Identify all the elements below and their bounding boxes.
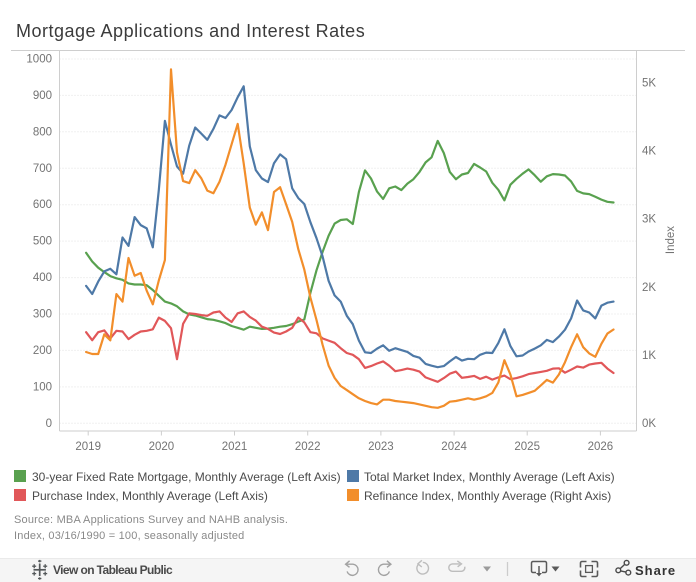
svg-text:2025: 2025 [514,441,540,453]
svg-text:600: 600 [33,199,52,211]
svg-text:1K: 1K [642,350,656,362]
svg-text:Index: Index [665,226,677,254]
svg-text:500: 500 [33,236,52,248]
svg-text:400: 400 [33,272,52,284]
svg-text:5K: 5K [642,78,656,90]
svg-text:2019: 2019 [75,441,101,453]
svg-text:2022: 2022 [295,441,321,453]
svg-text:2021: 2021 [222,441,248,453]
svg-text:2024: 2024 [441,441,467,453]
svg-text:0K: 0K [642,418,656,430]
svg-text:800: 800 [33,126,52,138]
svg-text:3K: 3K [642,214,656,226]
svg-text:2023: 2023 [368,441,394,453]
svg-text:2K: 2K [642,282,656,294]
svg-text:4K: 4K [642,146,656,158]
svg-text:0: 0 [46,418,52,430]
svg-text:900: 900 [33,90,52,102]
svg-text:100: 100 [33,381,52,393]
svg-text:2026: 2026 [588,441,614,453]
svg-text:300: 300 [33,309,52,321]
svg-text:700: 700 [33,163,52,175]
svg-text:2020: 2020 [149,441,175,453]
svg-text:1000: 1000 [26,54,52,66]
svg-text:200: 200 [33,345,52,357]
